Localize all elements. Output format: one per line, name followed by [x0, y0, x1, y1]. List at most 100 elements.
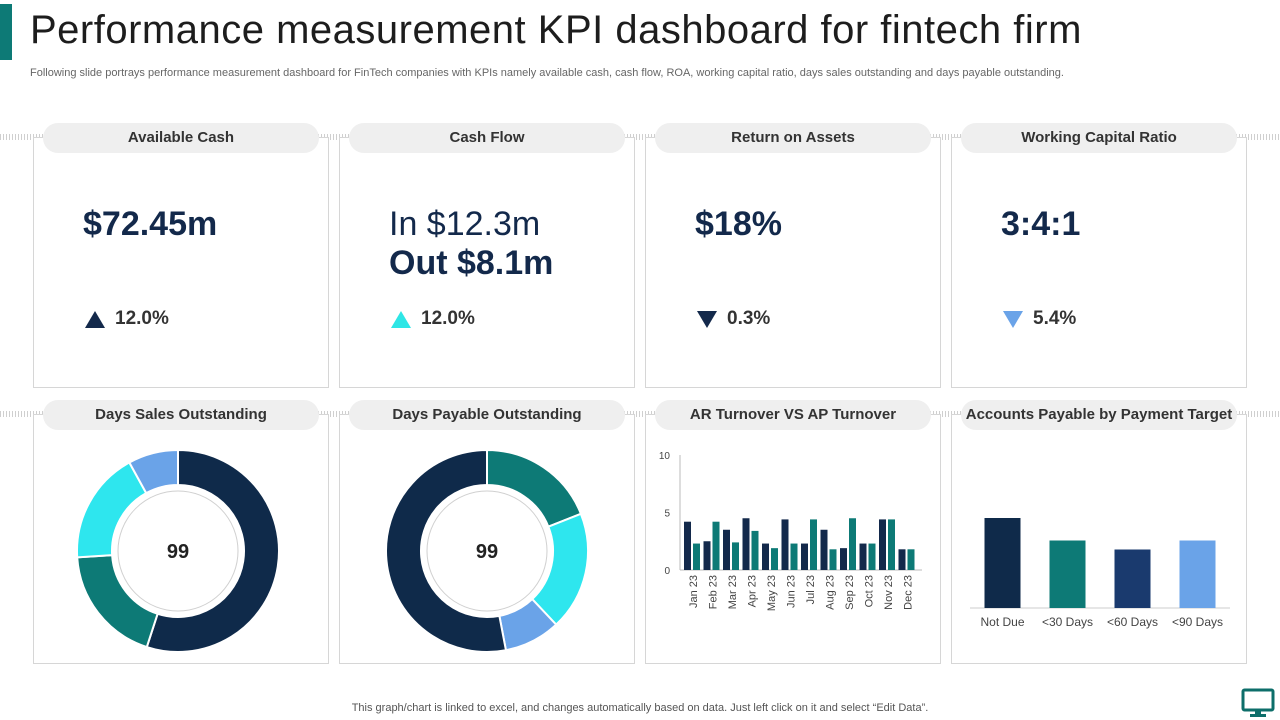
- bar-ar-2[interactable]: [703, 541, 711, 570]
- x-tick-label: Nov 23: [883, 575, 895, 610]
- y-tick-label: 0: [664, 566, 670, 577]
- card-days-payable-outstanding[interactable]: 99: [339, 414, 635, 664]
- x-tick-label: Oct 23: [864, 575, 876, 607]
- x-tick-label: Dec 23: [903, 575, 915, 610]
- divider-top: [0, 134, 1280, 140]
- x-tick-label: <30 Days: [1042, 615, 1093, 629]
- donut-slice-4[interactable]: [127, 448, 179, 495]
- bar-ap-5[interactable]: [771, 548, 778, 570]
- bar-ap-6[interactable]: [790, 543, 798, 570]
- bar-ap-12[interactable]: [907, 549, 915, 570]
- y-tick-label: 10: [659, 451, 671, 462]
- return-on-assets-title: Return on Assets: [655, 123, 931, 153]
- cash-flow-change: 12.0%: [391, 308, 475, 330]
- donut-slice-1[interactable]: [145, 448, 280, 653]
- card-accounts-payable-target[interactable]: Not Due <30 Days <60 Days <90 Days: [951, 414, 1247, 664]
- bar-1[interactable]: [984, 518, 1021, 608]
- ap-target-bar-chart[interactable]: Not Due <30 Days <60 Days <90 Days: [952, 415, 1248, 665]
- donut-slice-3[interactable]: [76, 461, 148, 559]
- working-capital-ratio-title: Working Capital Ratio: [961, 123, 1237, 153]
- triangle-down-icon: [697, 310, 717, 328]
- dso-title: Days Sales Outstanding: [43, 400, 319, 430]
- ap-target-title: Accounts Payable by Payment Target: [961, 400, 1237, 430]
- page-subtitle: Following slide portrays performance mea…: [30, 67, 1064, 79]
- donut-slice-4[interactable]: [385, 448, 508, 653]
- x-tick-label: Jan 23: [688, 575, 700, 608]
- available-cash-change-value: 12.0%: [115, 308, 169, 329]
- bar-3[interactable]: [1114, 549, 1151, 609]
- monitor-icon: [1241, 688, 1275, 717]
- x-tick-label: Jul 23: [805, 575, 817, 604]
- card-return-on-assets[interactable]: [645, 137, 941, 388]
- x-tick-label: May 23: [766, 575, 778, 611]
- y-tick-label: 5: [664, 509, 670, 520]
- card-available-cash[interactable]: [33, 137, 329, 388]
- card-ar-ap-turnover[interactable]: 0 5 10 Jan 23 Feb 23 Mar 23 Apr 23 May 23 Jun 23…: [645, 414, 941, 664]
- x-tick-label: Mar 23: [727, 575, 739, 609]
- bar-ap-7[interactable]: [810, 519, 817, 570]
- x-tick-label: <60 Days: [1107, 615, 1158, 629]
- card-working-capital-ratio[interactable]: [951, 137, 1247, 388]
- x-tick-label: Aug 23: [825, 575, 837, 610]
- donut-inner-ring: [117, 490, 239, 612]
- donut-center-label: 99: [476, 541, 498, 563]
- bar-ar-5[interactable]: [762, 543, 769, 570]
- x-tick-label: Not Due: [980, 615, 1024, 629]
- bar-ar-10[interactable]: [859, 543, 867, 570]
- x-tick-label: <90 Days: [1172, 615, 1223, 629]
- card-days-sales-outstanding[interactable]: 99: [33, 414, 329, 664]
- bar-ar-6[interactable]: [781, 519, 789, 570]
- bar-2[interactable]: [1049, 540, 1086, 609]
- triangle-up-icon: [85, 310, 105, 328]
- bar-ar-11[interactable]: [879, 519, 886, 570]
- cash-flow-out-value: Out $8.1m: [389, 244, 554, 282]
- ar-ap-bar-chart[interactable]: 0 5 10 Jan 23 Feb 23 Mar 23 Apr 23 May 23 Jun 23…: [646, 415, 942, 665]
- ar-ap-title: AR Turnover VS AP Turnover: [655, 400, 931, 430]
- dpo-donut-chart[interactable]: 99: [340, 415, 636, 665]
- working-capital-ratio-value: 3:4:1: [1001, 205, 1081, 243]
- divider-bottom: [0, 411, 1280, 417]
- dso-donut-chart[interactable]: 99: [34, 415, 330, 665]
- dpo-title: Days Payable Outstanding: [349, 400, 625, 430]
- bar-ap-1[interactable]: [693, 543, 700, 570]
- bar-ar-4[interactable]: [742, 518, 750, 570]
- page-title: Performance measurement KPI dashboard fo…: [30, 8, 1082, 52]
- x-tick-label: Apr 23: [747, 575, 759, 607]
- return-on-assets-change: 0.3%: [697, 308, 770, 330]
- return-on-assets-change-value: 0.3%: [727, 308, 771, 329]
- bar-ap-11[interactable]: [888, 519, 895, 570]
- working-capital-ratio-change-value: 5.4%: [1033, 308, 1077, 329]
- x-tick-label: Jun 23: [786, 575, 798, 608]
- bar-4[interactable]: [1179, 540, 1216, 609]
- bar-ar-1[interactable]: [684, 521, 691, 570]
- bar-ap-3[interactable]: [732, 542, 739, 570]
- bar-ap-2[interactable]: [712, 521, 720, 570]
- cash-flow-in-value: In $12.3m: [389, 205, 541, 243]
- available-cash-change: 12.0%: [85, 308, 169, 330]
- triangle-up-icon: [391, 310, 411, 328]
- bar-ap-4[interactable]: [751, 530, 759, 570]
- x-tick-label: Sep 23: [844, 575, 856, 610]
- bar-ar-8[interactable]: [820, 529, 828, 570]
- working-capital-ratio-change: 5.4%: [1003, 308, 1076, 330]
- cash-flow-title: Cash Flow: [349, 123, 625, 153]
- cash-flow-change-value: 12.0%: [421, 308, 475, 329]
- card-cash-flow[interactable]: [339, 137, 635, 388]
- available-cash-value: $72.45m: [83, 205, 218, 243]
- bar-ar-12[interactable]: [898, 549, 906, 570]
- donut-inner-ring: [426, 490, 548, 612]
- donut-slice-1[interactable]: [486, 448, 583, 529]
- bar-ar-9[interactable]: [840, 548, 847, 570]
- donut-center-label: 99: [167, 541, 189, 563]
- x-tick-label: Feb 23: [708, 575, 720, 609]
- bar-ar-3[interactable]: [723, 529, 730, 570]
- title-accent-bar: [0, 4, 12, 60]
- triangle-down-icon: [1003, 310, 1023, 328]
- bar-ap-10[interactable]: [868, 543, 876, 570]
- footer-note: This graph/chart is linked to excel, and…: [351, 702, 929, 714]
- bar-ap-9[interactable]: [849, 518, 856, 570]
- return-on-assets-value: $18%: [695, 205, 782, 243]
- bar-ap-8[interactable]: [829, 549, 837, 570]
- bar-ar-7[interactable]: [801, 543, 808, 570]
- available-cash-title: Available Cash: [43, 123, 319, 153]
